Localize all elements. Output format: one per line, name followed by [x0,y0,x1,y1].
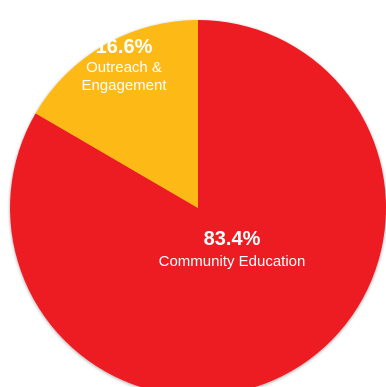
slice-percent-outreach-engagement: 16.6% [96,36,153,58]
slice-category-community-education: Community Education [159,253,306,270]
slice-percent-community-education: 83.4% [204,228,261,250]
slice-category-outreach-engagement-line2: Engagement [81,77,167,94]
pie-slices [10,20,386,387]
pie-slice-community-education [10,20,386,387]
slice-category-outreach-engagement-line1: Outreach & [86,59,162,76]
pie-slice-outreach-engagement [35,20,198,208]
slice-label-outreach-engagement: 16.6% Outreach & Engagement [81,36,167,94]
slice-label-community-education: 83.4% Community Education [159,228,306,270]
